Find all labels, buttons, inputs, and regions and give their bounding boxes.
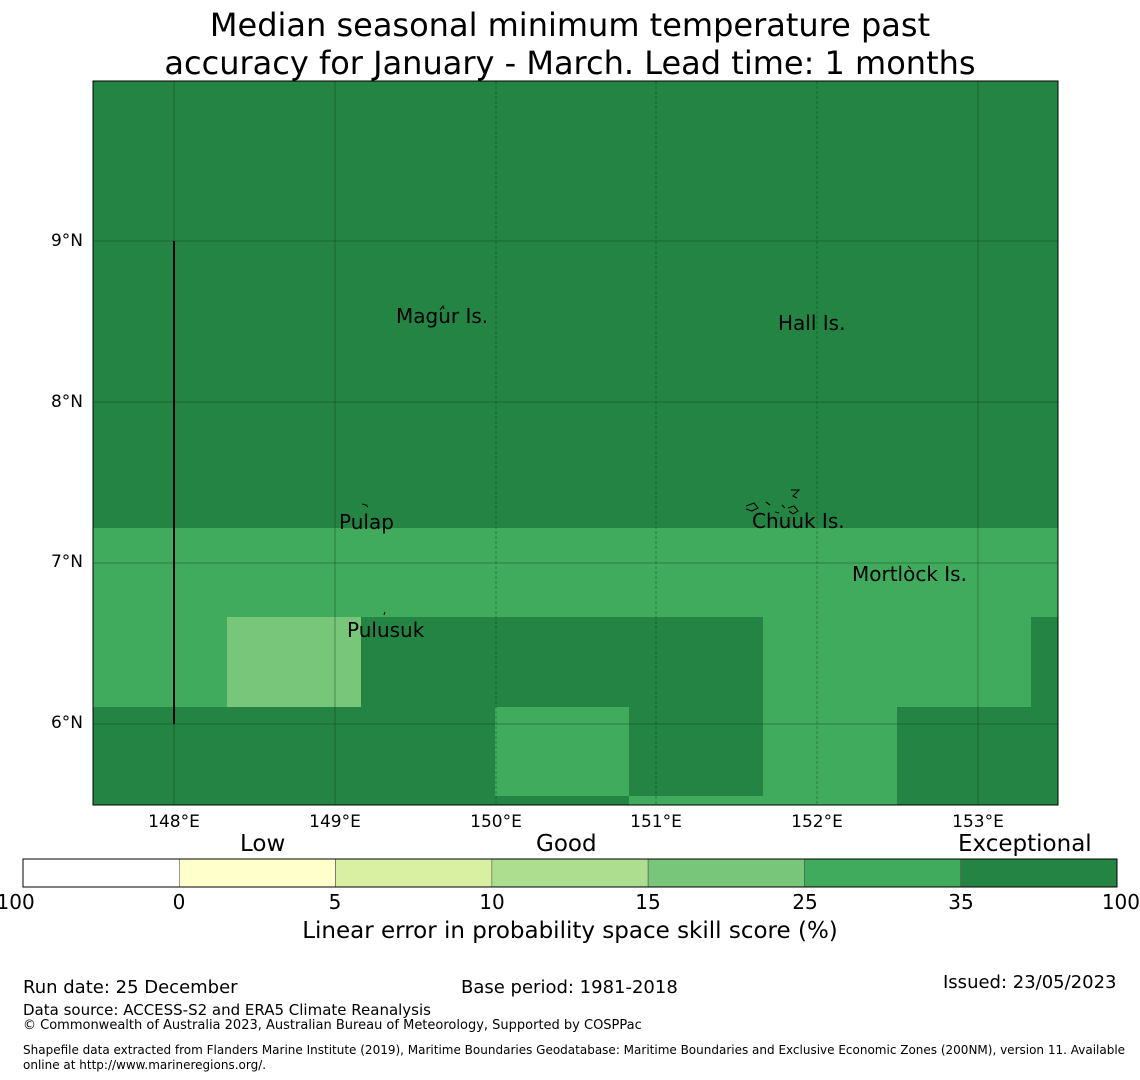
place-label-pulusuk: Pulusuk <box>347 618 425 642</box>
raster-cell-exceptional <box>93 81 1058 528</box>
colorbar-label: Linear error in probability space skill … <box>302 918 838 944</box>
colorbar-swatch <box>335 858 493 888</box>
island-chuuk-lagoon <box>745 489 801 515</box>
colorbar-swatch <box>22 858 180 888</box>
raster-cell-good <box>227 617 361 707</box>
raster-cell-exceptional <box>1031 617 1058 707</box>
title-line-1: Median seasonal minimum temperature past <box>209 6 931 44</box>
colorbar-swatch <box>491 858 649 888</box>
raster-cell-exceptional <box>629 707 763 796</box>
lat-label-9n: 9°N <box>50 231 83 251</box>
colorbar-tick-label: 0 <box>172 890 186 914</box>
copyright: © Commonwealth of Australia 2023, Austra… <box>23 1018 642 1033</box>
lon-label-149e: 149°E <box>309 812 361 832</box>
issued-date: Issued: 23/05/2023 <box>943 972 1117 993</box>
colorbar-swatch <box>804 858 962 888</box>
colorbar-tick-label: 35 <box>948 890 974 914</box>
lat-label-6n: 6°N <box>50 713 83 733</box>
colorbar-tick-label: 5 <box>328 890 342 914</box>
raster-cell-very-good <box>93 617 227 707</box>
place-label-magur: Magur Is. <box>396 304 489 328</box>
island-pulusuk <box>383 611 386 616</box>
colorbar <box>22 858 1118 888</box>
colorbar-frame <box>22 858 1118 888</box>
raster-cell-exceptional <box>897 707 1058 805</box>
colorbar-tick-label: -100 <box>0 890 35 914</box>
colorbar-tick-label: 15 <box>635 890 661 914</box>
raster-cell-very-good <box>495 707 629 796</box>
colorbar-tick-label: 25 <box>792 890 818 914</box>
lon-label-148e: 148°E <box>148 812 200 832</box>
place-label-mortlock: Mortlock Is. <box>852 562 967 586</box>
colorbar-swatch <box>178 858 336 888</box>
lat-label-7n: 7°N <box>50 552 83 572</box>
data-source: Data source: ACCESS-S2 and ERA5 Climate … <box>23 1001 431 1019</box>
lon-label-151e: 151°E <box>630 812 682 832</box>
colorbar-tick-label: 10 <box>479 890 505 914</box>
colorbar-category-good: Good <box>536 831 597 857</box>
place-label-chuuk: Chuuk Is. <box>752 509 845 533</box>
island-pulap <box>361 503 369 508</box>
colorbar-category-exceptional: Exceptional <box>958 831 1092 857</box>
colorbar-swatch <box>960 858 1118 888</box>
raster-cell-very-good <box>763 707 897 805</box>
skill-raster <box>93 81 1058 805</box>
colorbar-swatch <box>647 858 805 888</box>
place-label-pulap: Pulap <box>339 510 394 534</box>
raster-cell-exceptional <box>93 707 495 805</box>
map-frame <box>92 80 1059 806</box>
colorbar-tick-label: 100 <box>1101 890 1140 914</box>
run-date: Run date: 25 December <box>23 977 238 998</box>
raster-cell-exceptional <box>361 617 763 707</box>
island-mortlock <box>907 565 912 570</box>
raster-cell-very-good <box>629 796 763 805</box>
title-line-2: accuracy for January - March. Lead time:… <box>164 44 976 82</box>
place-label-hall: Hall Is. <box>778 311 846 335</box>
lon-label-152e: 152°E <box>791 812 843 832</box>
graticule <box>93 81 1058 805</box>
colorbar-category-low: Low <box>240 831 286 857</box>
island-outlines <box>361 304 912 616</box>
island-magur <box>439 304 445 311</box>
map-title: Median seasonal minimum temperature past… <box>0 6 1140 82</box>
shapefile-credit-line-2: online at http://www.marineregions.org/. <box>23 1058 267 1072</box>
shapefile-credit-line-1: Shapefile data extracted from Flanders M… <box>23 1043 1126 1057</box>
lon-label-150e: 150°E <box>470 812 522 832</box>
base-period: Base period: 1981-2018 <box>461 977 678 998</box>
raster-cell-very-good <box>763 617 1031 707</box>
raster-cell-very-good <box>93 528 1058 618</box>
raster-cell-exceptional <box>495 796 629 805</box>
lat-label-8n: 8°N <box>50 392 83 412</box>
lon-label-153e: 153°E <box>952 812 1004 832</box>
